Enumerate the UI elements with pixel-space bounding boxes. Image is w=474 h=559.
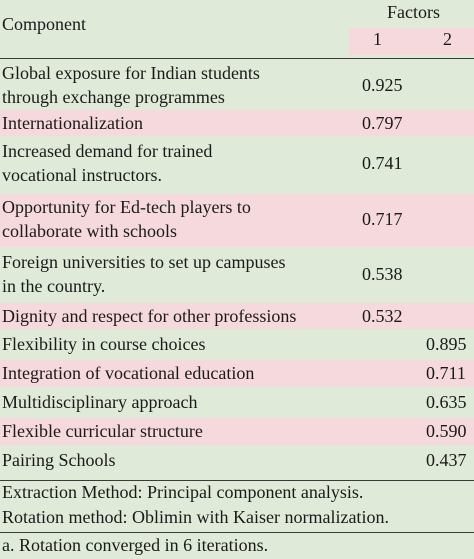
footnote-rotation: Rotation method: Oblimin with Kaiser nor…	[2, 507, 389, 527]
factor-1-loading: 0.925	[362, 75, 403, 95]
factor-1-loading: 0.741	[362, 153, 403, 173]
factor-1-loading: 0.532	[362, 306, 403, 326]
factors-header: Factors	[387, 2, 440, 22]
factor-2-loading: 0.895	[426, 334, 467, 354]
component-label: collaborate with schools	[2, 221, 177, 241]
component-header: Component	[2, 14, 86, 34]
table-row: Integration of vocational education 0.711	[0, 360, 474, 387]
table-row: Foreign universities to set up campuses i…	[0, 249, 474, 301]
factor-1-loading: 0.538	[362, 264, 403, 284]
component-label: Dignity and respect for other profession…	[2, 306, 297, 326]
component-label: Multidisciplinary approach	[2, 392, 198, 412]
component-label: vocational instructors.	[2, 165, 162, 185]
footnote-convergence: a. Rotation converged in 6 iterations.	[2, 535, 269, 555]
factor-2-header: 2	[443, 29, 452, 49]
component-label: Increased demand for trained	[2, 141, 213, 161]
table-row: Global exposure for Indian students throu…	[0, 60, 474, 108]
table-row: Dignity and respect for other profession…	[0, 303, 474, 329]
factor-2-loading: 0.437	[426, 450, 467, 470]
table-row: Increased demand for trained vocational i…	[0, 138, 474, 192]
component-label: Flexibility in course choices	[2, 334, 206, 354]
component-label: Pairing Schools	[2, 450, 116, 470]
component-label: Integration of vocational education	[2, 363, 255, 383]
factor-2-loading: 0.635	[426, 392, 467, 412]
factor-1-loading: 0.717	[362, 209, 403, 229]
component-label: through exchange programmes	[2, 87, 225, 107]
component-label: Foreign universities to set up campuses	[2, 252, 286, 272]
table-row: Internationalization 0.797	[0, 110, 474, 136]
factor-number-band	[349, 28, 474, 55]
table-row: Multidisciplinary approach 0.635	[0, 389, 474, 416]
footnote-separator-2	[0, 532, 474, 533]
table-row: Flexibility in course choices 0.895	[0, 331, 474, 358]
component-label: Opportunity for Ed-tech players to	[2, 197, 251, 217]
component-label: Flexible curricular structure	[2, 421, 203, 441]
factor-1-loading: 0.797	[362, 113, 403, 133]
factor-1-header: 1	[373, 29, 382, 49]
factor-2-loading: 0.590	[426, 421, 467, 441]
table-row: Pairing Schools 0.437	[0, 447, 474, 475]
table-row: Flexible curricular structure 0.590	[0, 418, 474, 445]
header-separator	[0, 58, 474, 59]
table-row: Opportunity for Ed-tech players to collab…	[0, 194, 474, 247]
component-label: Internationalization	[2, 113, 143, 133]
footnote-extraction: Extraction Method: Principal component a…	[2, 482, 364, 502]
component-label: in the country.	[2, 276, 106, 296]
footnote-separator	[0, 480, 474, 481]
component-label: Global exposure for Indian students	[2, 63, 260, 83]
factor-2-loading: 0.711	[426, 363, 466, 383]
